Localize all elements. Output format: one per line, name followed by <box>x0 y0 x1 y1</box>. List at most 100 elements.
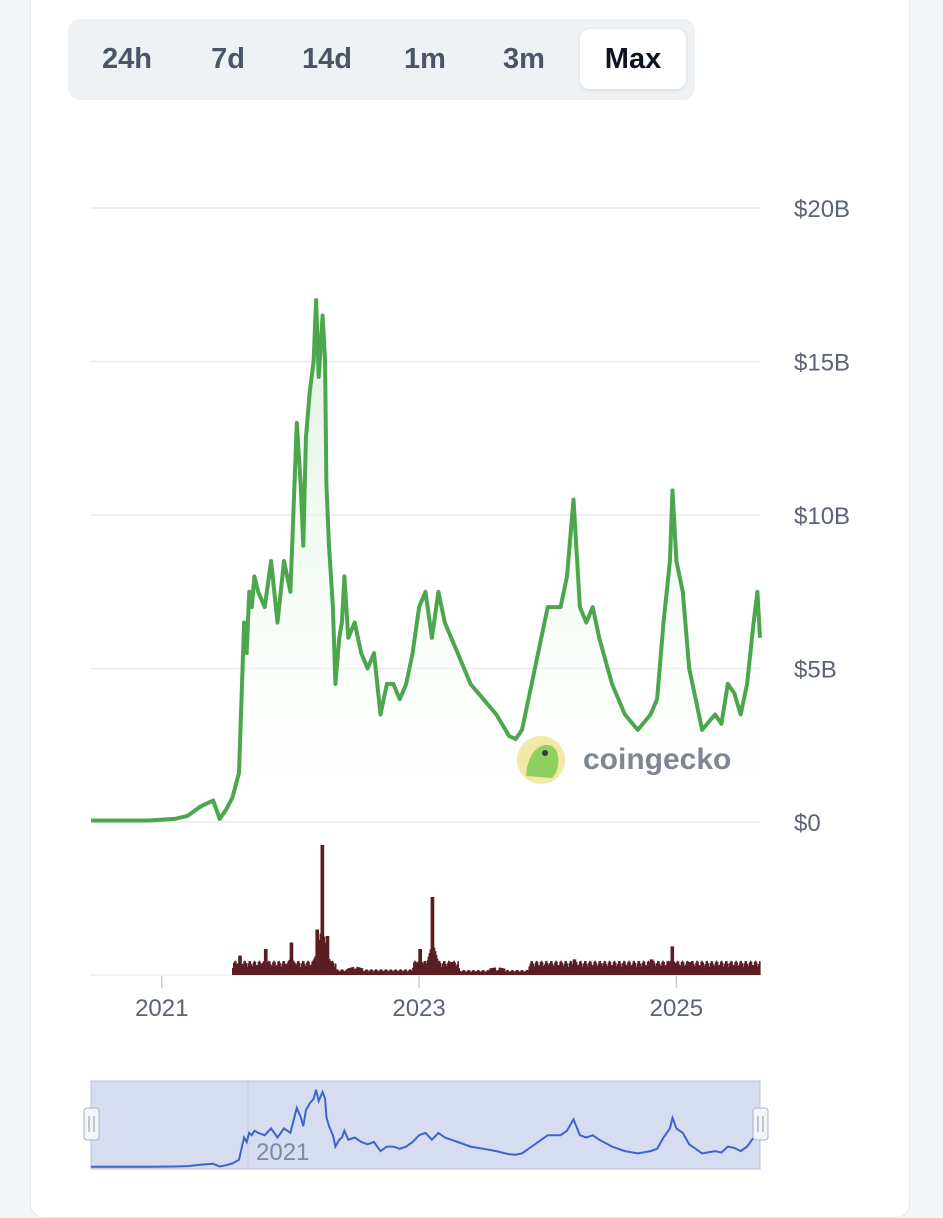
volume-bar <box>750 961 753 975</box>
y-tick-label: $20B <box>794 196 850 223</box>
volume-bar <box>605 964 608 975</box>
volume-bar <box>414 960 416 975</box>
volume-bar <box>426 960 429 975</box>
tab-14d[interactable]: 14d <box>302 43 352 75</box>
volume-bar <box>570 961 573 975</box>
volume-bar <box>693 963 695 975</box>
volume-bar <box>632 961 634 975</box>
volume-bar <box>587 966 589 975</box>
volume-bar <box>252 962 255 975</box>
volume-bar <box>709 963 712 975</box>
volume-bar <box>412 967 414 975</box>
volume-bar <box>616 963 619 975</box>
volume-bar <box>367 971 370 975</box>
volume-bar <box>627 962 629 975</box>
volume-bar <box>662 960 664 975</box>
volume-bar <box>508 971 511 975</box>
volume-bar <box>699 965 701 975</box>
volume-bar <box>640 966 643 975</box>
x-tick-label: 2021 <box>135 995 188 1022</box>
volume-bar <box>685 961 688 975</box>
volume-bar <box>293 962 296 975</box>
volume-bar <box>471 970 474 975</box>
volume-bar <box>450 962 452 975</box>
volume-bar <box>748 962 751 975</box>
volume-bar <box>232 967 234 975</box>
volume-bar <box>266 949 268 975</box>
volume-bar <box>393 970 396 975</box>
volume-bar <box>440 966 443 975</box>
volume-bar <box>385 969 387 975</box>
navigator-window[interactable] <box>90 1080 761 1170</box>
volume-bar <box>470 971 473 975</box>
tab-1m[interactable]: 1m <box>404 43 446 75</box>
volume-bar <box>342 969 344 975</box>
volume-bar <box>468 970 471 975</box>
volume-bar <box>268 960 270 975</box>
volume-bar <box>278 960 280 975</box>
volume-bar <box>604 961 607 975</box>
volume-bar <box>275 965 277 975</box>
volume-bar <box>465 971 468 975</box>
volume-bar <box>408 970 410 975</box>
volume-bar <box>418 949 420 975</box>
volume-bar <box>573 959 576 975</box>
volume-bar <box>607 962 610 975</box>
volume-bar <box>417 961 419 975</box>
volume-bar <box>660 966 662 975</box>
volume-bar <box>309 965 311 975</box>
volume-bar <box>537 964 540 975</box>
y-axis-labels: $0 $5B $10B $15B $20B <box>794 196 850 837</box>
y-tick-label: $0 <box>794 810 821 837</box>
volume-bar <box>556 961 558 975</box>
volume-bar <box>599 960 601 975</box>
volume-bar <box>413 962 415 975</box>
volume-bar <box>244 960 246 975</box>
tab-max[interactable]: Max <box>580 29 686 89</box>
navigator-right-handle[interactable] <box>752 1107 769 1141</box>
volume-bar <box>323 936 326 975</box>
volume-bar <box>646 961 649 975</box>
volume-bar <box>351 967 353 975</box>
volume-bar <box>334 963 337 975</box>
volume-bar <box>733 965 735 975</box>
coingecko-watermark: coingecko <box>517 736 731 784</box>
volume-bar <box>397 971 400 975</box>
volume-bar <box>591 964 593 975</box>
tab-24h[interactable]: 24h <box>102 43 152 75</box>
volume-bar <box>638 961 641 975</box>
volume-bar <box>692 961 694 975</box>
volume-bar <box>396 971 399 975</box>
volume-bar <box>704 964 706 975</box>
volume-bar <box>540 960 543 975</box>
volume-bar <box>328 958 331 975</box>
tab-3m[interactable]: 3m <box>503 43 545 75</box>
volume-bar <box>484 971 486 975</box>
volume-bar <box>713 965 716 975</box>
volume-bar <box>435 954 438 975</box>
volume-bar <box>711 961 714 975</box>
volume-bar <box>543 964 546 975</box>
volume-bar <box>561 962 563 975</box>
volume-bar <box>552 964 554 975</box>
volume-bar <box>715 960 718 975</box>
tab-7d[interactable]: 7d <box>211 43 245 75</box>
volume-bar <box>557 965 559 975</box>
volume-bar <box>398 969 401 975</box>
volume-bar <box>340 970 342 975</box>
volume-bar <box>240 955 242 975</box>
volume-bar <box>348 968 350 975</box>
volume-bar <box>313 958 315 975</box>
volume-bar <box>514 972 516 975</box>
volume-bar <box>501 968 504 975</box>
y-tick-label: $5B <box>794 657 837 684</box>
volume-bar <box>712 964 715 975</box>
range-navigator[interactable]: 2021 <box>83 1080 769 1170</box>
navigator-left-handle[interactable] <box>83 1107 100 1141</box>
volume-bar <box>596 966 598 975</box>
volume-bar <box>321 845 324 975</box>
volume-bar <box>301 963 303 975</box>
volume-bar <box>250 964 253 975</box>
volume-bar <box>391 970 394 975</box>
